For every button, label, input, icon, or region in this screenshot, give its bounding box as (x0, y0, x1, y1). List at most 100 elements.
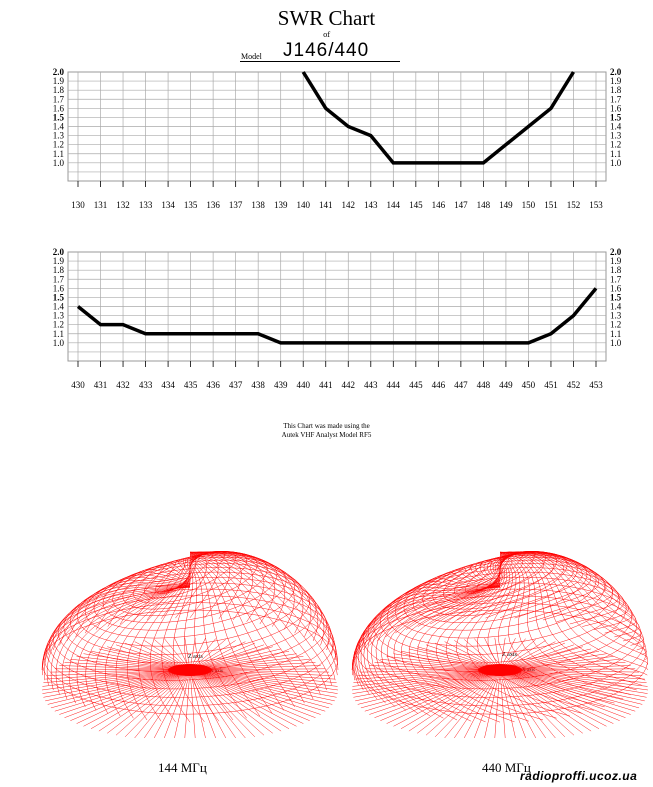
x-tick-label: 431 (94, 380, 108, 390)
y-tick-label-right: 1.5 (610, 292, 622, 302)
x-tick-label: 146 (432, 200, 446, 210)
x-tick-label: 438 (251, 380, 265, 390)
y-tick-label-right: 1.4 (610, 122, 622, 132)
y-tick-label-left: 1.1 (53, 329, 64, 339)
x-tick-label: 434 (161, 380, 175, 390)
x-tick-label: 435 (184, 380, 198, 390)
y-tick-label-left: 1.3 (53, 311, 65, 321)
y-tick-label-right: 1.8 (610, 265, 622, 275)
y-tick-label-right: 1.4 (610, 302, 622, 312)
x-tick-label: 135 (184, 200, 198, 210)
y-tick-label-left: 1.7 (53, 274, 65, 284)
x-tick-label: 437 (229, 380, 243, 390)
x-tick-label: 152 (567, 200, 581, 210)
y-tick-label-right: 2.0 (610, 67, 622, 77)
y-tick-label-right: 1.2 (610, 140, 621, 150)
x-tick-label: 432 (116, 380, 130, 390)
x-tick-label: 150 (522, 200, 536, 210)
x-tick-label: 151 (544, 200, 558, 210)
y-tick-label-left: 1.8 (53, 265, 65, 275)
y-tick-label-right: 1.9 (610, 256, 622, 266)
x-tick-label: 134 (161, 200, 175, 210)
x-tick-label: 443 (364, 380, 378, 390)
y-tick-label-right: 1.9 (610, 76, 622, 86)
x-tick-label: 448 (477, 380, 491, 390)
y-tick-label-right: 1.3 (610, 131, 622, 141)
pattern-core (168, 664, 212, 676)
y-tick-label-left: 1.1 (53, 149, 64, 159)
y-tick-label-left: 2.0 (53, 247, 65, 257)
x-tick-label: 148 (477, 200, 491, 210)
y-tick-label-right: 1.6 (610, 103, 622, 113)
x-tick-label: 130 (71, 200, 85, 210)
watermark: radioproffi.ucoz.ua (520, 769, 638, 783)
pattern-core (478, 664, 522, 676)
x-tick-label: 140 (296, 200, 310, 210)
swr-chart-440: 430 431 432 433 434 435 436 437 438 439 440 441 442 4… (53, 247, 622, 390)
x-tick-label: 436 (206, 380, 220, 390)
y-tick-label-left: 2.0 (53, 67, 65, 77)
x-tick-label: 143 (364, 200, 378, 210)
pattern-z-label: Z axis (188, 654, 203, 660)
y-tick-label-right: 1.2 (610, 320, 621, 330)
y-tick-label-left: 1.4 (53, 302, 65, 312)
model-value: J146/440 (283, 40, 370, 61)
y-tick-label-right: 1.7 (610, 274, 622, 284)
y-tick-label-left: 1.5 (53, 292, 65, 302)
y-tick-label-right: 2.0 (610, 247, 622, 257)
x-tick-label: 145 (409, 200, 423, 210)
y-tick-label-right: 1.5 (610, 112, 622, 122)
x-tick-label: 149 (499, 200, 513, 210)
swr-chart-144: 130 131 132 133 134 135 136 137 138 139 140 141 142 1… (53, 67, 622, 210)
x-tick-label: 430 (71, 380, 85, 390)
y-tick-label-left: 1.8 (53, 85, 65, 95)
x-tick-label: 137 (229, 200, 243, 210)
chart-note: This Chart was made using the Autek VHF … (0, 422, 653, 440)
x-tick-label: 442 (342, 380, 356, 390)
x-tick-label: 452 (567, 380, 581, 390)
y-tick-label-left: 1.7 (53, 94, 65, 104)
y-tick-label-right: 1.1 (610, 329, 621, 339)
of-label: of (323, 31, 330, 39)
x-tick-label: 433 (139, 380, 153, 390)
x-tick-label: 132 (116, 200, 130, 210)
x-tick-label: 449 (499, 380, 513, 390)
model-label: Model (241, 52, 262, 61)
y-tick-label-right: 1.0 (610, 338, 622, 348)
radiation-pattern-440: Z axis X axis (351, 551, 649, 739)
note-line-1: This Chart was made using the (283, 422, 370, 430)
x-tick-label: 147 (454, 200, 468, 210)
y-tick-label-left: 1.6 (53, 283, 65, 293)
swr-line (76, 287, 598, 345)
y-tick-label-right: 1.8 (610, 85, 622, 95)
x-tick-label: 445 (409, 380, 423, 390)
x-tick-label: 138 (251, 200, 265, 210)
x-tick-label: 441 (319, 380, 333, 390)
y-tick-label-right: 1.1 (610, 149, 621, 159)
x-tick-label: 133 (139, 200, 153, 210)
note-line-2: Autek VHF Analyst Model RF5 (281, 431, 372, 439)
x-tick-label: 444 (387, 380, 401, 390)
y-tick-label-left: 1.2 (53, 140, 64, 150)
y-tick-label-right: 1.0 (610, 158, 622, 168)
x-tick-label: 439 (274, 380, 288, 390)
y-tick-label-left: 1.9 (53, 76, 65, 86)
x-tick-label: 447 (454, 380, 468, 390)
x-tick-label: 451 (544, 380, 558, 390)
y-tick-label-right: 1.6 (610, 283, 622, 293)
y-tick-label-left: 1.4 (53, 122, 65, 132)
x-tick-label: 139 (274, 200, 288, 210)
pattern-caption-440: 440 МГц (482, 760, 531, 775)
radiation-pattern-144: Z axis X axis (41, 551, 339, 739)
pattern-caption-144: 144 МГц (158, 760, 207, 775)
y-tick-label-left: 1.5 (53, 112, 65, 122)
y-tick-label-left: 1.9 (53, 256, 65, 266)
y-tick-label-left: 1.6 (53, 103, 65, 113)
y-tick-label-left: 1.2 (53, 320, 64, 330)
x-tick-label: 136 (206, 200, 220, 210)
y-tick-label-right: 1.3 (610, 311, 622, 321)
x-tick-label: 450 (522, 380, 536, 390)
wireframe-mesh (351, 551, 649, 739)
x-tick-label: 446 (432, 380, 446, 390)
wireframe-mesh (41, 551, 339, 739)
